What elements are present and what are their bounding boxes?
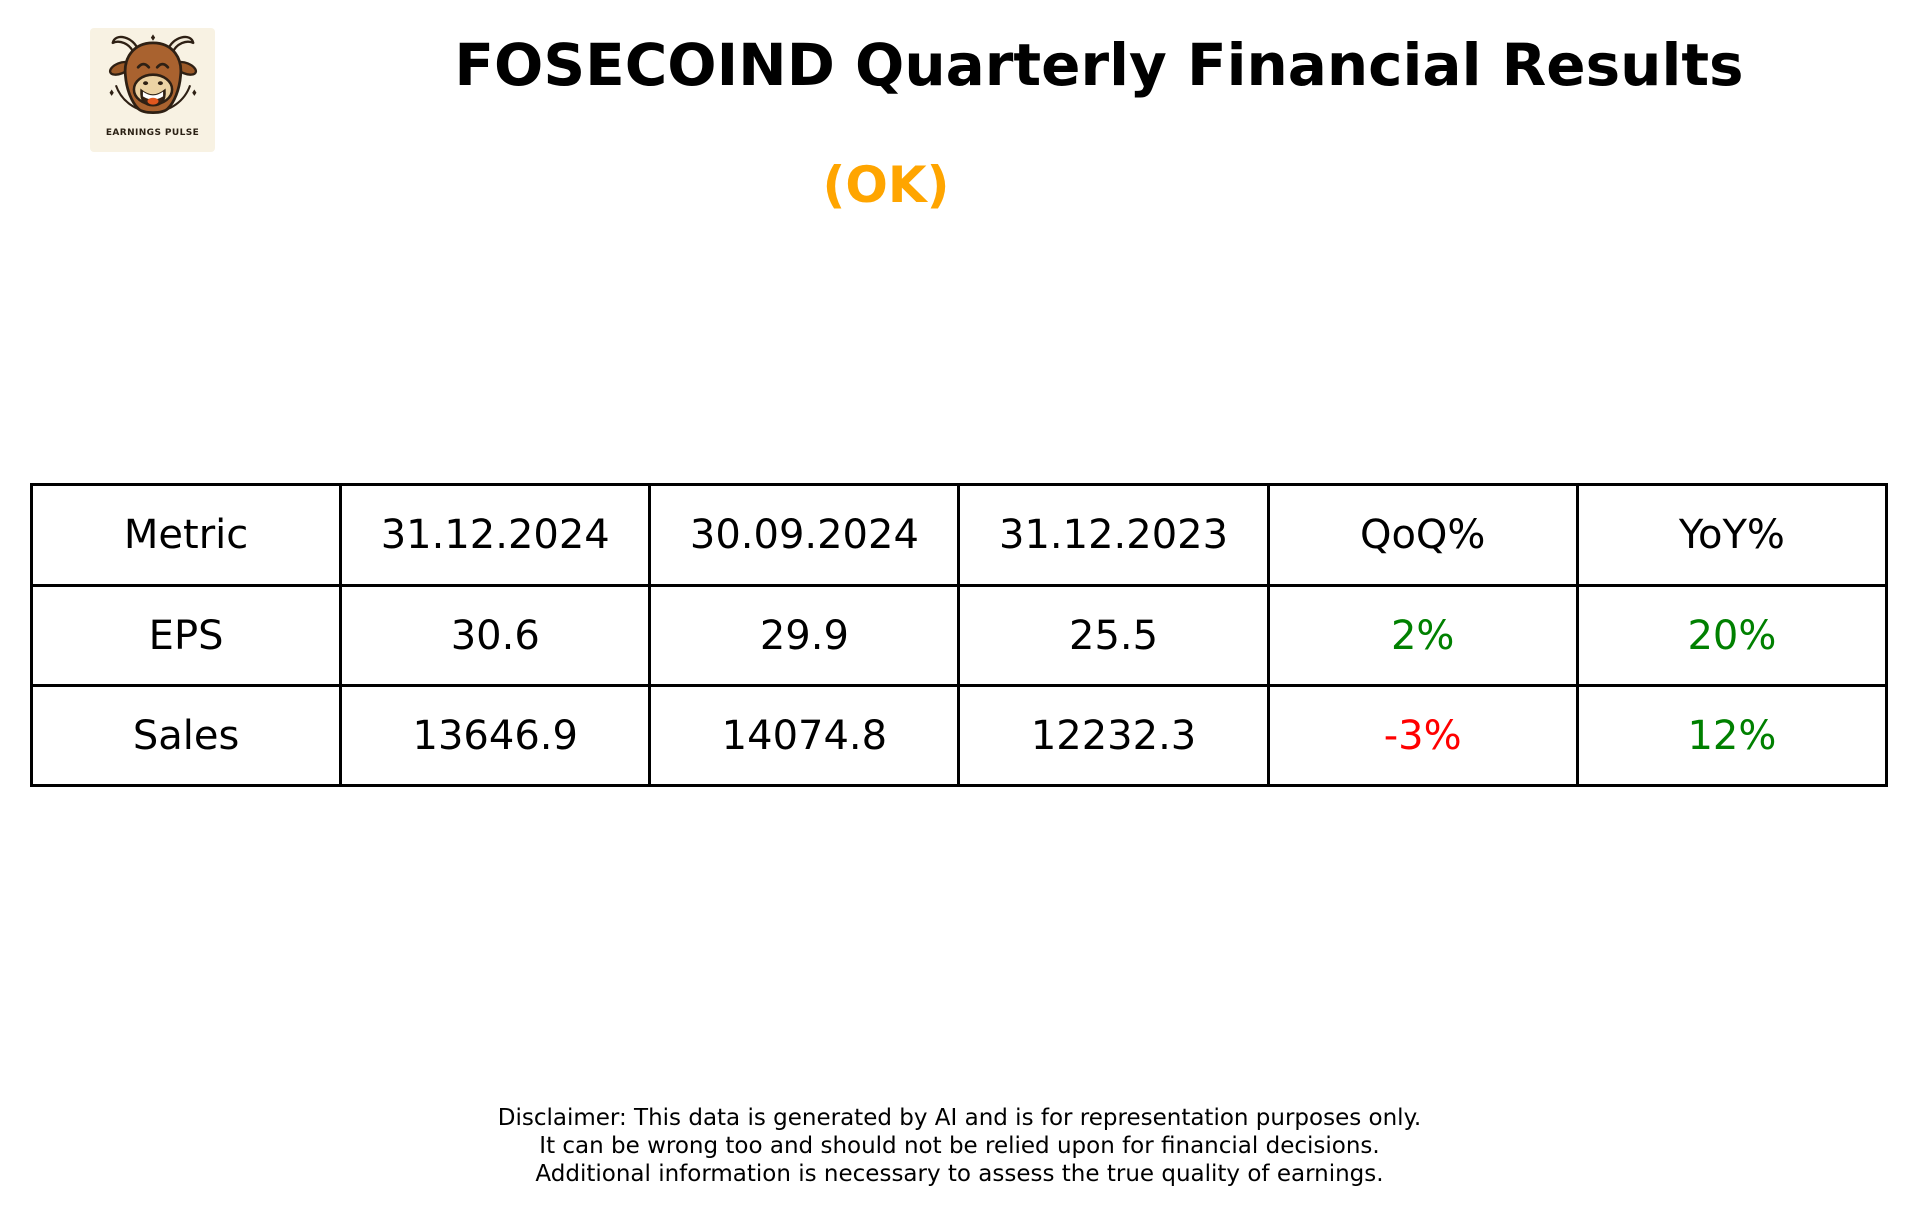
column-header-metric: Metric <box>29 483 343 587</box>
column-header-yoy: YoY% <box>1575 483 1889 587</box>
column-header-q-yearago: 31.12.2023 <box>957 483 1270 587</box>
cell-eps-yearago: 25.5 <box>957 584 1270 687</box>
cell-eps-yoy: 20% <box>1575 584 1889 687</box>
cell-eps-qoq: 2% <box>1266 584 1579 687</box>
cell-sales-current: 13646.9 <box>339 684 652 787</box>
cell-eps-metric: EPS <box>29 584 343 687</box>
cell-sales-prev: 14074.8 <box>648 684 961 787</box>
brand-logo: EARNINGS PULSE <box>90 28 215 152</box>
cell-sales-yearago: 12232.3 <box>957 684 1270 787</box>
table-row-eps: EPS 30.6 29.9 25.5 2% 20% <box>29 584 1889 687</box>
column-header-q-prev: 30.09.2024 <box>648 483 961 587</box>
page-title: FOSECOIND Quarterly Financial Results <box>454 31 1744 99</box>
cell-eps-current: 30.6 <box>339 584 652 687</box>
bull-mascot-icon <box>108 34 197 114</box>
verdict-badge: (OK) <box>822 156 950 214</box>
table-row-sales: Sales 13646.9 14074.8 12232.3 -3% 12% <box>29 684 1889 787</box>
cell-sales-qoq: -3% <box>1266 684 1579 787</box>
disclaimer-line: It can be wrong too and should not be re… <box>539 1133 1380 1159</box>
column-header-q-current: 31.12.2024 <box>339 483 652 587</box>
disclaimer-line: Additional information is necessary to a… <box>535 1161 1384 1187</box>
disclaimer: Disclaimer: This data is generated by AI… <box>0 1104 1919 1188</box>
disclaimer-line: Disclaimer: This data is generated by AI… <box>497 1105 1422 1131</box>
cell-sales-metric: Sales <box>29 684 343 787</box>
cell-eps-prev: 29.9 <box>648 584 961 687</box>
brand-logo-text: EARNINGS PULSE <box>105 128 200 138</box>
cell-sales-yoy: 12% <box>1575 684 1889 787</box>
header-row: Metric 31.12.2024 30.09.2024 31.12.2023 … <box>29 483 1889 587</box>
results-table: Metric 31.12.2024 30.09.2024 31.12.2023 … <box>29 483 1889 787</box>
column-header-qoq: QoQ% <box>1266 483 1579 587</box>
